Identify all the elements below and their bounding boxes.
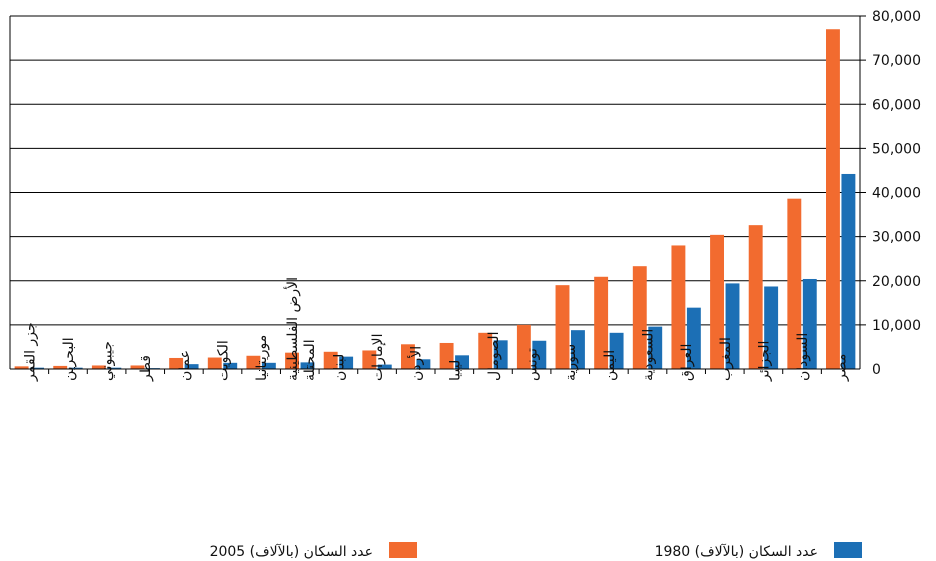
category-label: الجزائر [756,341,772,382]
bar-1980 [764,286,779,369]
category-label: الإمارات [370,334,386,381]
category-label: البحرين [61,337,77,381]
bar-1980 [261,362,276,369]
bar-1980 [223,362,238,369]
y-tick-label: 40,000 [872,186,921,202]
category-label: الصومال [486,332,502,381]
bar-2005 [401,344,415,369]
bar-2005 [439,342,454,369]
bar-1980 [107,367,122,369]
axes [9,16,861,374]
bar-2005 [787,198,802,369]
legend-swatch [389,542,417,558]
category-label: الأرض الفلسطينية [283,277,301,381]
bar-1980 [184,364,199,369]
bar-2005 [130,365,145,369]
bars [14,29,856,370]
bar-2005 [478,332,493,369]
bar-2005 [362,350,377,369]
y-tick-label: 50,000 [872,141,921,157]
category-label: سورية [563,344,579,381]
category-label: ليبيا [447,360,463,381]
category-label: جيبوتي [100,341,116,381]
bar-1980 [30,367,44,369]
y-tick-label: 10,000 [872,318,921,334]
bar-1980 [609,332,624,369]
category-label: تونس [525,348,541,381]
category-label: لبنان [331,354,347,381]
bar-2005 [91,365,106,369]
bar-2005 [169,357,184,369]
y-tick-label: 80,000 [872,9,921,25]
y-tick-label: 20,000 [872,274,921,290]
bar-2005 [14,366,29,369]
bar-1980 [377,364,392,369]
bar-1980 [416,359,431,369]
category-label: الأردن [407,346,425,381]
y-tick-label: 60,000 [872,97,921,113]
bar-2005 [748,225,763,369]
category-label: قطر [138,355,154,382]
bar-1980 [339,356,354,369]
bar-1980 [493,340,508,369]
bar-2005 [246,355,261,369]
category-label: المغرب [718,337,734,381]
bar-2005 [826,29,840,370]
category-label: المحتلة [302,339,318,381]
category-label: مصر [834,354,850,382]
legend-label: عدد السكان (بالآلاف) 2005 [210,544,373,560]
category-label: العراق [679,344,695,381]
bar-1980 [300,362,315,369]
legend: عدد السكان (بالآلاف) 2005 عدد السكان (بال… [210,542,862,560]
bar-1980 [686,307,701,369]
category-label: عمان [177,350,193,381]
bar-1980 [571,330,585,369]
category-label: السعودية [641,329,657,381]
bar-1980 [841,173,856,369]
category-label: السودان [795,333,811,381]
bar-1980 [648,326,663,369]
bar-2005 [710,234,724,369]
legend-swatch [834,542,862,558]
bar-2005 [671,245,686,369]
bar-1980 [68,367,83,369]
bar-2005 [594,276,609,369]
bar-1980 [802,278,817,369]
bar-2005 [516,324,531,369]
bar-2005 [207,357,222,369]
y-tick-labels: 0 10,000 20,000 30,000 40,000 50,000 60,000 70,… [872,9,921,378]
bar-2005 [632,266,647,369]
y-tick-label: 70,000 [872,53,921,69]
category-label: موريتانيا [254,335,270,381]
bar-1980 [725,283,740,369]
bar-2005 [285,352,299,369]
category-label: جزر القمر [22,322,38,382]
bar-2005 [323,351,338,369]
bar-1980 [532,340,547,369]
category-label: الكويت [216,340,232,381]
bar-2005 [555,285,570,369]
bar-2005 [53,365,68,369]
grid-lines [10,15,866,326]
y-tick-label: 0 [872,362,881,378]
legend-label: عدد السكان (بالآلاف) 1980 [655,544,818,560]
category-label: اليمن [602,350,618,381]
y-tick-label: 30,000 [872,230,921,246]
bar-1980 [455,355,469,369]
category-labels: جزر القمر البحرين جيبوتي قطر عمان الكويت موريت… [22,277,849,382]
